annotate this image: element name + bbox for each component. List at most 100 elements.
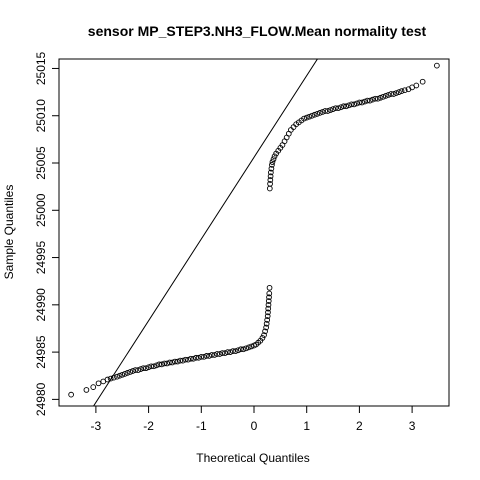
data-point [401,87,408,94]
data-point [268,169,274,176]
data-point [119,371,126,378]
data-point [311,111,318,118]
y-tick-label: 24985 [34,335,48,369]
data-point [145,364,152,371]
data-point [161,360,168,367]
data-point [114,373,120,380]
data-point [263,320,270,327]
data-point [317,110,323,116]
data-point [330,106,336,112]
data-point [116,372,123,379]
data-point [269,162,275,168]
y-tick-label: 25000 [34,193,48,227]
data-point [214,351,220,357]
data-point [122,371,128,377]
data-point [143,365,149,372]
data-point [393,90,400,96]
data-point [398,88,405,94]
data-point [364,97,371,104]
data-point [270,156,277,163]
data-point [240,346,247,353]
data-point [390,91,397,97]
data-point [301,115,307,122]
y-tick-label: 24980 [34,382,48,416]
data-point [265,309,271,316]
data-point [190,355,197,362]
data-point [245,344,252,351]
data-point [413,82,420,89]
data-point [243,345,249,352]
data-point [180,357,186,364]
x-tick-label: 3 [409,419,416,433]
data-point [434,62,440,69]
data-point [385,92,392,98]
data-point [237,346,244,353]
data-point [193,354,199,361]
data-point [264,317,271,323]
data-point [269,159,276,165]
data-point [216,351,223,357]
data-point [335,105,342,112]
data-point [265,305,272,312]
x-tick-label: 2 [356,419,363,433]
data-point [322,108,328,114]
data-point [127,369,133,375]
data-point [83,387,90,393]
data-point [327,107,334,113]
data-point [107,375,114,382]
data-point [185,356,191,363]
data-point [140,365,147,372]
chart-title: sensor MP_STEP3.NH3_FLOW.Mean normality … [88,23,427,39]
data-point [367,97,373,104]
data-point [306,113,313,120]
data-point [104,376,111,383]
data-point [359,99,365,106]
data-point [372,95,379,102]
data-point [267,177,274,183]
data-point [266,294,272,301]
data-point [164,360,170,367]
data-point [319,109,326,115]
data-point [351,101,357,108]
x-tick-label: -3 [91,419,102,433]
data-point [361,98,368,105]
data-point [340,103,347,110]
data-point [172,358,178,365]
data-point [348,101,355,108]
data-point [148,363,155,370]
x-tick-label: 1 [303,419,310,433]
reference-line [92,59,319,406]
y-tick-label: 25015 [34,51,48,85]
data-point [248,343,255,350]
data-point [332,105,339,112]
data-point [396,89,402,95]
data-point [206,353,213,359]
data-point [137,366,144,372]
data-point [153,362,160,369]
data-point [68,391,74,398]
data-point [314,110,321,117]
y-tick-label: 25005 [34,146,48,180]
plot-area [68,59,440,406]
data-point [110,374,117,381]
data-point [265,301,272,308]
data-point [264,313,271,320]
data-point [303,114,310,121]
y-tick-label: 25010 [34,99,48,133]
data-point [271,153,278,160]
data-point [265,298,272,304]
x-axis: -3 -2 -1 0 1 2 3 [91,406,416,433]
data-point [90,384,97,390]
data-point [267,180,273,187]
data-point [388,91,394,97]
x-tick-label: -2 [143,419,154,433]
y-axis: 24980 24985 24990 24995 25000 25005 25010 25015 [34,51,59,416]
y-tick-label: 24990 [34,288,48,322]
data-point [132,367,139,373]
data-point [309,112,315,119]
data-point [158,361,165,368]
data-point [195,354,202,361]
data-point [262,328,268,335]
